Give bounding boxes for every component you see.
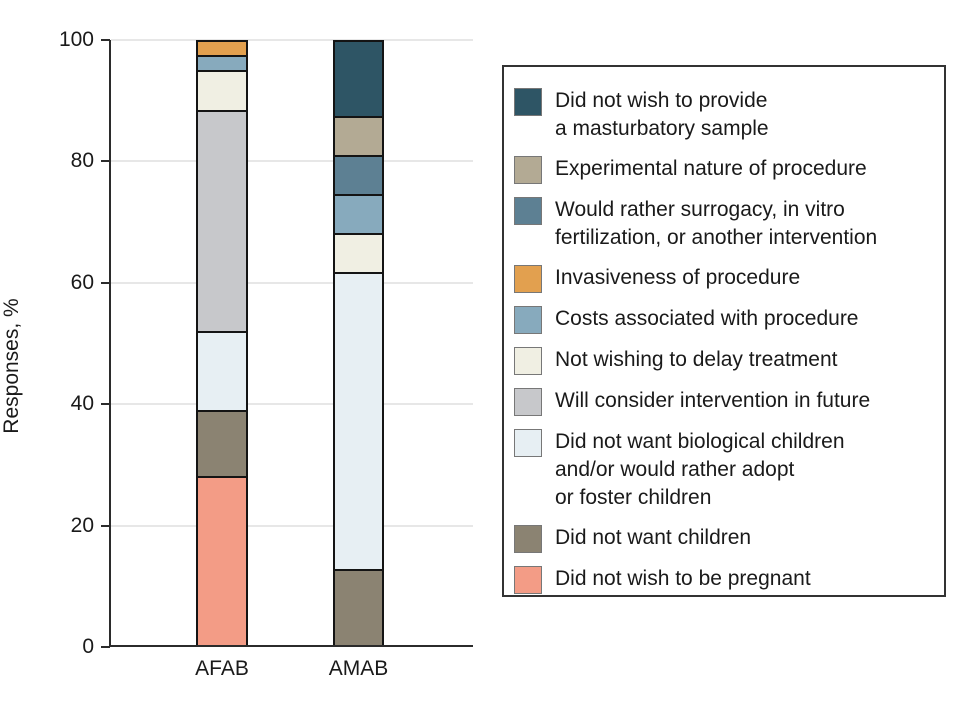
legend-item: Costs associated with procedure <box>514 305 936 334</box>
bar-segment <box>198 54 246 70</box>
legend-label: Did not wish to be pregnant <box>555 565 811 593</box>
bar-segment <box>198 110 246 331</box>
bar-segment <box>335 193 382 233</box>
gridline-80 <box>111 160 473 163</box>
legend-label-line: Experimental nature of procedure <box>555 157 867 180</box>
y-tick-label-60: 60 <box>70 270 94 294</box>
legend-swatch <box>514 156 542 184</box>
legend-swatch <box>514 306 542 334</box>
y-tick-0 <box>101 646 110 648</box>
legend-label: Did not want biological children and/or w… <box>555 428 845 512</box>
legend-swatch <box>514 388 542 416</box>
bar-segment <box>335 42 382 116</box>
legend-swatch <box>514 429 542 457</box>
y-tick-label-80: 80 <box>70 149 94 173</box>
legend-item: Did not wish to be pregnant <box>514 565 936 594</box>
legend-label: Would rather surrogacy, in vitro fertiliz… <box>555 196 877 252</box>
bar-segment <box>335 115 382 155</box>
bar-segment <box>335 154 382 194</box>
legend-label-line: Did not wish to be pregnant <box>555 567 811 590</box>
legend-label: Did not want children <box>555 524 751 552</box>
x-axis-line <box>109 645 473 647</box>
legend-label-line: or foster children <box>555 486 712 509</box>
gridline-20 <box>111 524 473 527</box>
gridline-40 <box>111 403 473 406</box>
legend-label-line: Would rather surrogacy, in vitro <box>555 198 845 221</box>
bar-segment <box>335 232 382 272</box>
legend-label-line: Did not wish to provide <box>555 89 768 112</box>
x-axis-label-afab: AFAB <box>195 657 249 680</box>
y-axis-title: Responses, % <box>0 298 23 434</box>
y-tick-label-40: 40 <box>70 392 94 416</box>
bar-segment <box>335 271 382 570</box>
y-tick-label-0: 0 <box>82 635 94 658</box>
legend-label-line: Not wishing to delay treatment <box>555 348 838 371</box>
legend-label: Did not wish to provide a masturbatory sa… <box>555 87 769 143</box>
y-axis-line <box>109 40 111 647</box>
y-tick-60 <box>101 281 110 284</box>
y-tick-label-100: 100 <box>58 28 94 51</box>
legend-item: Did not want children <box>514 524 936 553</box>
legend-label-line: Costs associated with procedure <box>555 307 859 330</box>
y-tick-80 <box>101 160 110 163</box>
legend-swatch <box>514 265 542 293</box>
legend-item: Not wishing to delay treatment <box>514 346 936 375</box>
bar-amab <box>333 40 384 647</box>
bar-segment <box>198 330 246 410</box>
legend-swatch <box>514 566 542 594</box>
bar-segment <box>198 42 246 55</box>
legend-label: Costs associated with procedure <box>555 305 859 333</box>
legend-label-line: Did not want biological children <box>555 430 845 453</box>
legend-label: Will consider intervention in future <box>555 387 870 415</box>
legend-item: Did not want biological children and/or w… <box>514 428 936 512</box>
bar-segment <box>335 569 382 645</box>
legend-item: Did not wish to provide a masturbatory sa… <box>514 87 936 143</box>
legend-label-line: and/or would rather adopt <box>555 458 795 481</box>
legend-label: Experimental nature of procedure <box>555 155 867 183</box>
legend-label-line: Did not want children <box>555 526 752 549</box>
y-tick-20 <box>101 524 110 527</box>
legend-label-line: a masturbatory sample <box>555 117 769 140</box>
bar-segment <box>198 475 246 645</box>
legend-swatch <box>514 525 542 553</box>
y-tick-40 <box>101 403 110 406</box>
legend-swatch <box>514 347 542 375</box>
y-tick-100 <box>101 39 110 41</box>
legend-label-line: fertilization, or another intervention <box>555 226 878 249</box>
gridline-100 <box>111 39 473 41</box>
legend: Did not wish to provide a masturbatory sa… <box>502 65 946 597</box>
legend-swatch <box>514 197 542 225</box>
legend-label-line: Invasiveness of procedure <box>555 266 801 289</box>
bar-segment <box>198 69 246 111</box>
legend-label: Not wishing to delay treatment <box>555 346 837 374</box>
legend-swatch <box>514 88 542 116</box>
legend-item: Will consider intervention in future <box>514 387 936 416</box>
y-tick-label-20: 20 <box>70 513 94 537</box>
legend-item: Invasiveness of procedure <box>514 264 936 293</box>
legend-item: Would rather surrogacy, in vitro fertiliz… <box>514 196 936 252</box>
bar-segment <box>198 409 246 476</box>
legend-label-line: Will consider intervention in future <box>555 389 871 412</box>
legend-item: Experimental nature of procedure <box>514 155 936 184</box>
x-axis-label-amab: AMAB <box>328 657 389 680</box>
legend-label: Invasiveness of procedure <box>555 264 800 292</box>
bar-afab <box>196 40 248 647</box>
gridline-60 <box>111 281 473 284</box>
